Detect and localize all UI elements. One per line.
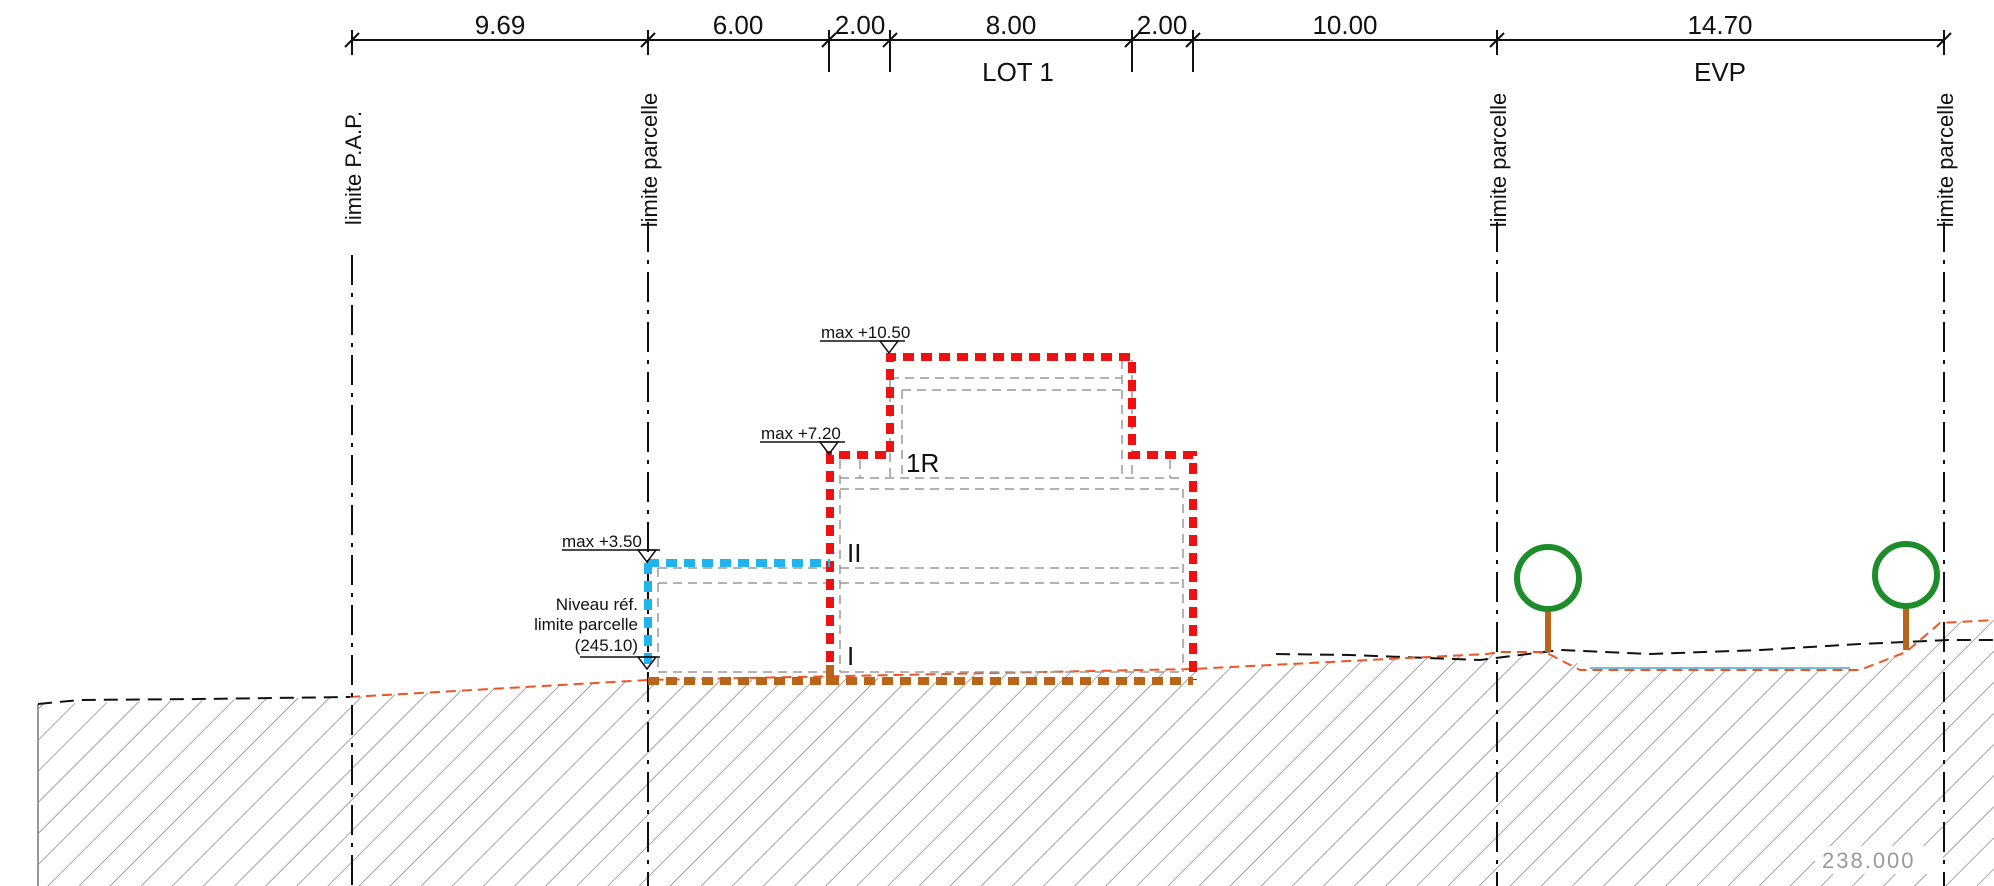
elevation-marker: 238.000 — [1815, 846, 1943, 874]
limit-parcel-label: limite parcelle — [637, 93, 662, 228]
lot-label: LOT 1 — [982, 57, 1054, 87]
dimension-value: 2.00 — [1137, 10, 1188, 40]
limit-parcel-label: limite parcelle — [1486, 93, 1511, 228]
evp-label: EVP — [1694, 57, 1746, 87]
max-level-mid-label: max +7.20 — [761, 424, 841, 443]
dimension-value: 6.00 — [713, 10, 764, 40]
max-level-top-label: max +10.50 — [821, 323, 910, 342]
dimension-value: 2.00 — [835, 10, 886, 40]
limit-pap-label: limite P.A.P. — [341, 111, 366, 225]
dimension-value: 9.69 — [475, 10, 526, 40]
building-envelope — [826, 353, 1197, 680]
annex-envelope — [644, 559, 830, 670]
floor-label-ground: I — [847, 641, 854, 671]
tree-icon — [1872, 541, 1940, 650]
limit-parcel-label: limite parcelle — [1933, 93, 1958, 228]
max-level-low-label: max +3.50 — [562, 532, 642, 551]
dimension-value: 10.00 — [1312, 10, 1377, 40]
level-marker-icon — [562, 340, 905, 671]
tree-icon — [1514, 544, 1582, 652]
reference-parcel-label: limite parcelle — [534, 615, 638, 634]
existing-terrain-line — [37, 639, 1994, 705]
floor-lines — [657, 360, 1184, 673]
limit-lines — [351, 222, 1945, 886]
reference-level-label: Niveau réf. — [556, 595, 638, 614]
reference-value-label: (245.10) — [575, 636, 638, 655]
floor-label-attic: 1R — [906, 448, 939, 478]
floor-label-second: II — [847, 538, 861, 568]
dimension-value: 14.70 — [1687, 10, 1752, 40]
dimension-line — [344, 30, 1952, 72]
dimension-value: 8.00 — [986, 10, 1037, 40]
elevation-label: 238.000 — [1822, 848, 1916, 873]
ground-hatch — [37, 620, 1994, 886]
